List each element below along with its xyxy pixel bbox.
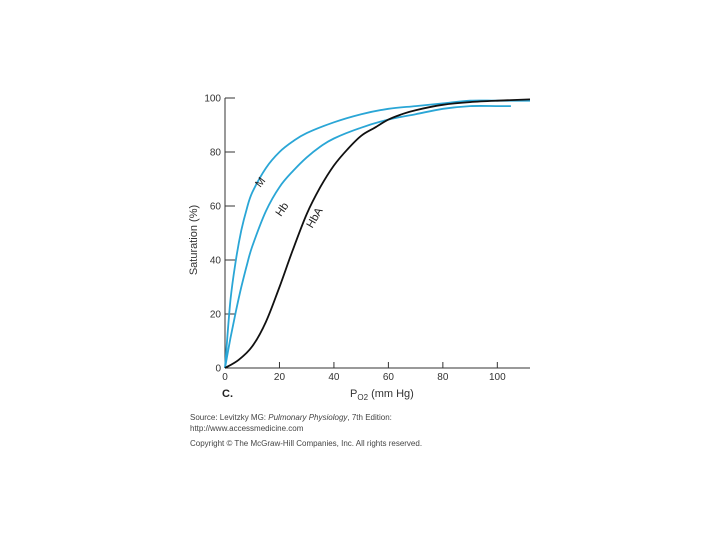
y-tick-label: 60 xyxy=(210,202,222,213)
y-tick-label: 0 xyxy=(215,364,221,375)
x-tick-label: 100 xyxy=(489,372,506,383)
source-line: Source: Levitzky MG: Pulmonary Physiolog… xyxy=(190,412,422,423)
curve-hb xyxy=(224,105,511,369)
source-url[interactable]: http://www.accessmedicine.com xyxy=(190,424,304,433)
y-axis-title: Saturation (%) xyxy=(188,205,200,275)
source-prefix: Source: Levitzky MG: xyxy=(190,413,269,422)
x-tick-label: 80 xyxy=(437,372,449,383)
curve-label-hb: Hb xyxy=(274,200,292,218)
copyright-line: Copyright © The McGraw-Hill Companies, I… xyxy=(190,439,423,448)
curves xyxy=(224,98,531,369)
x-axis-title-unit: (mm Hg) xyxy=(368,388,414,400)
x-axis-title-main: P xyxy=(350,388,357,400)
x-axis-title-sub: O2 xyxy=(357,393,368,402)
y-tick-label: 100 xyxy=(204,94,221,105)
y-tick-label: 20 xyxy=(210,310,222,321)
curve-m xyxy=(224,99,530,369)
source-suffix: , 7th Edition: xyxy=(347,413,392,422)
source-book-title: Pulmonary Physiology xyxy=(268,413,348,422)
x-tick-label: 0 xyxy=(222,372,228,383)
source-caption: Source: Levitzky MG: Pulmonary Physiolog… xyxy=(190,412,422,449)
panel-label: C. xyxy=(222,388,233,400)
curve-labels: MHb HbA xyxy=(253,175,326,230)
axis-ticks: 0 20 40 60 80 100 0 20 40 60 80 100 xyxy=(204,94,506,384)
y-tick-label: 80 xyxy=(210,148,222,159)
curve-hba xyxy=(224,98,531,369)
x-tick-label: 20 xyxy=(274,372,286,383)
x-tick-label: 60 xyxy=(383,372,395,383)
curve-label-hba: HbA xyxy=(304,205,325,230)
y-tick-label: 40 xyxy=(210,256,222,267)
x-axis-title: PO2 (mm Hg) xyxy=(350,388,414,402)
x-tick-label: 40 xyxy=(328,372,340,383)
